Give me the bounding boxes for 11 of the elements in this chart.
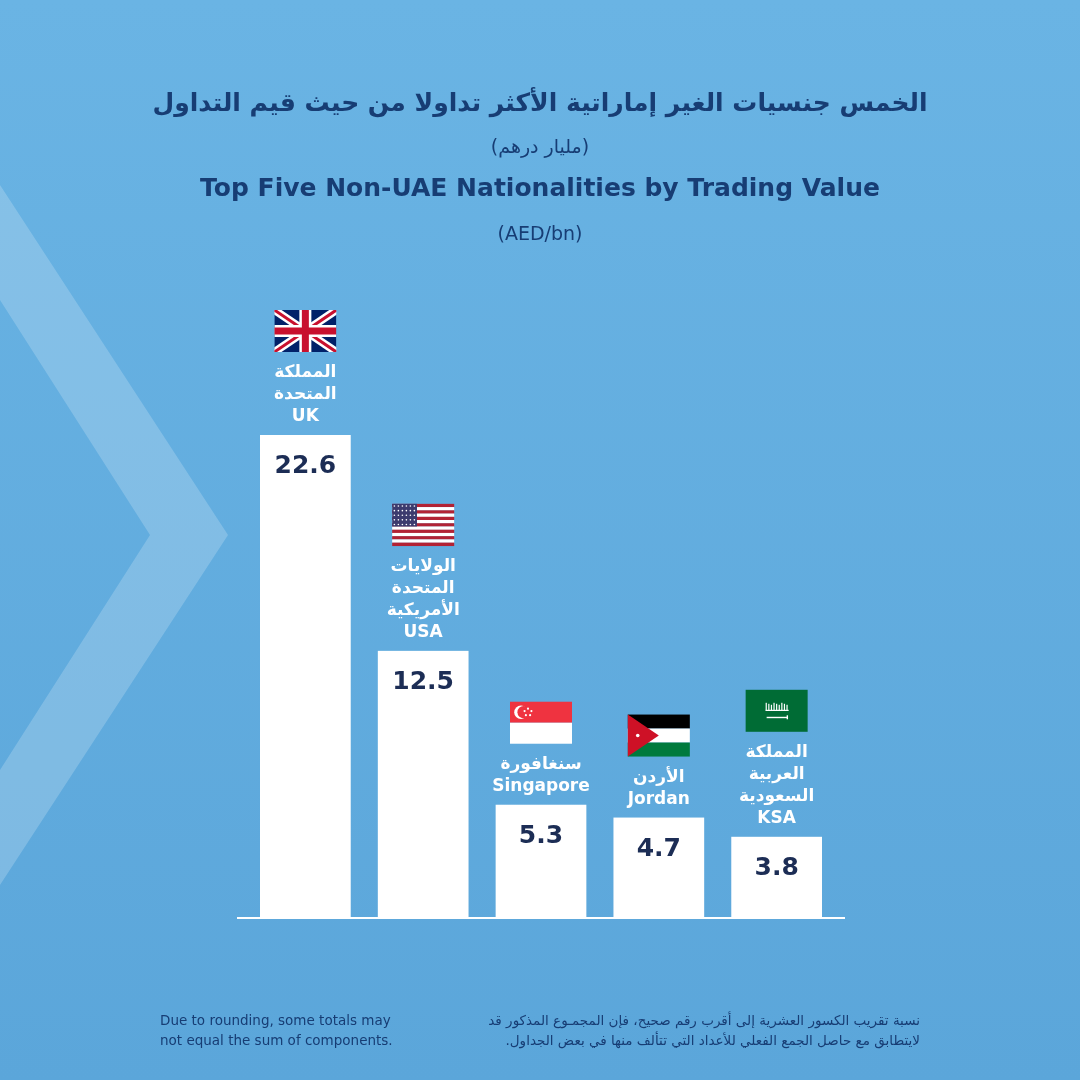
chart-title: Top Five Non-UAE Nationalities by Trading Value [200, 173, 880, 202]
data-label: 12.5 [392, 665, 455, 695]
chart-subtitle: (AED/bn) [497, 222, 583, 244]
data-label: 22.6 [274, 450, 337, 479]
data-label: 4.7 [636, 832, 681, 862]
data-label: 3.8 [754, 851, 799, 881]
text: الخمس جنسيات الغير إماراتية الأكثر تداولا من حيث قيم التداول [152, 87, 928, 118]
text: نسبة تقريب الكسور العشرية إلى أقرب رقم صحيح، فإن المجمـوع المذكور قد لايتطابق مع حاصل الجمع الفعلي للأعداد التي تتألف منها في بعض الجداول. [488, 1011, 920, 1049]
text: Due to rounding, some totals may not equal the sum of components. [160, 1012, 393, 1048]
data-label: 5.3 [518, 819, 564, 849]
text: (مليار درهم) [490, 135, 590, 158]
